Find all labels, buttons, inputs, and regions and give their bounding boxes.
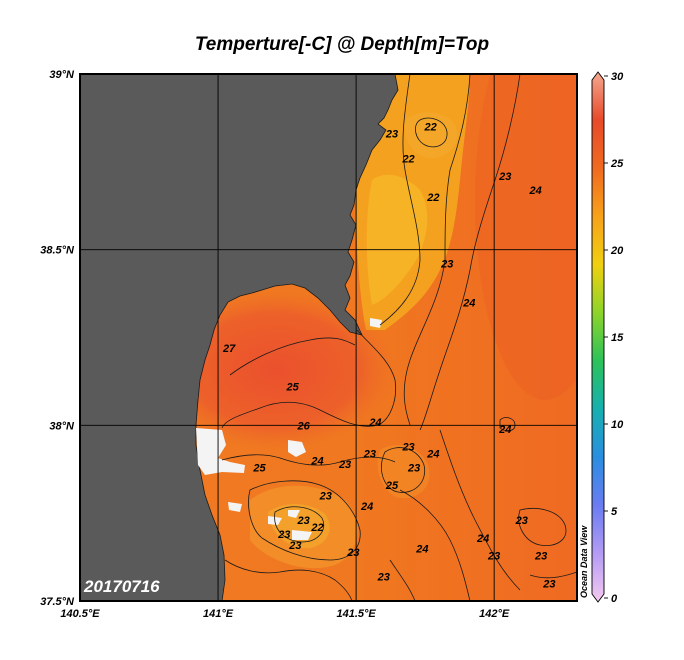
colorbar-tick-label: 5 bbox=[611, 506, 618, 518]
contour-label: 22 bbox=[310, 522, 323, 534]
contour-label: 23 bbox=[498, 171, 511, 183]
colorbar: 30 25 20 15 10 5 0 bbox=[592, 71, 624, 605]
colorbar-tick-label: 25 bbox=[610, 158, 624, 170]
contour-label: 23 bbox=[346, 547, 359, 559]
contour-label: 22 bbox=[426, 192, 439, 204]
longitude-tick-label: 141.5°E bbox=[336, 608, 376, 620]
contour-label: 25 bbox=[252, 462, 266, 474]
contour-label: 24 bbox=[360, 501, 373, 513]
longitude-tick-label: 140.5°E bbox=[60, 608, 100, 620]
latitude-labels: 39°N 38.5°N 38°N 37.5°N bbox=[40, 69, 75, 608]
longitude-tick-label: 141°E bbox=[203, 608, 234, 620]
colorbar-tick-label: 15 bbox=[611, 332, 624, 344]
contour-label: 23 bbox=[319, 491, 332, 503]
contour-label: 27 bbox=[222, 343, 236, 355]
longitude-tick-label: 142°E bbox=[479, 608, 510, 620]
ocean-data-view-watermark: Ocean Data View bbox=[579, 525, 589, 598]
colorbar-tick-label: 0 bbox=[611, 593, 618, 605]
contour-label: 23 bbox=[338, 459, 351, 471]
contour-label: 24 bbox=[462, 297, 475, 309]
colorbar-ticks: 30 25 20 15 10 5 0 bbox=[604, 71, 624, 605]
contour-label: 24 bbox=[368, 417, 381, 429]
colorbar-tick-label: 20 bbox=[610, 245, 624, 257]
latitude-tick-label: 39°N bbox=[49, 69, 75, 81]
contour-label: 24 bbox=[476, 533, 489, 545]
contour-label: 23 bbox=[440, 259, 453, 271]
colorbar-tick-label: 30 bbox=[611, 71, 624, 83]
contour-label: 23 bbox=[288, 540, 301, 552]
contour-label: 22 bbox=[401, 153, 414, 165]
contour-label: 24 bbox=[310, 455, 323, 467]
contour-label: 23 bbox=[534, 550, 547, 562]
contour-label: 24 bbox=[415, 543, 428, 555]
contour-label: 24 bbox=[498, 424, 511, 436]
latitude-tick-label: 37.5°N bbox=[40, 596, 75, 608]
contour-label: 23 bbox=[297, 515, 310, 527]
longitude-labels: 140.5°E 141°E 141.5°E 142°E bbox=[60, 608, 510, 620]
contour-label: 23 bbox=[542, 578, 555, 590]
contour-label: 23 bbox=[407, 462, 420, 474]
contour-label: 23 bbox=[377, 571, 390, 583]
latitude-tick-label: 38°N bbox=[49, 420, 75, 432]
contour-label: 24 bbox=[528, 185, 541, 197]
contour-label: 25 bbox=[385, 480, 399, 492]
colorbar-bar bbox=[592, 72, 604, 602]
contour-label: 23 bbox=[363, 448, 376, 460]
contour-label: 26 bbox=[297, 420, 311, 432]
contour-label: 22 bbox=[424, 122, 437, 134]
latitude-tick-label: 38.5°N bbox=[40, 245, 75, 257]
contour-label: 23 bbox=[385, 129, 398, 141]
colorbar-tick-label: 10 bbox=[611, 419, 624, 431]
contour-label: 23 bbox=[487, 550, 500, 562]
contour-label: 23 bbox=[515, 515, 528, 527]
contour-label: 24 bbox=[426, 448, 439, 460]
date-label: 20170716 bbox=[83, 577, 160, 596]
contour-label: 23 bbox=[401, 441, 414, 453]
contour-label: 25 bbox=[285, 382, 299, 394]
